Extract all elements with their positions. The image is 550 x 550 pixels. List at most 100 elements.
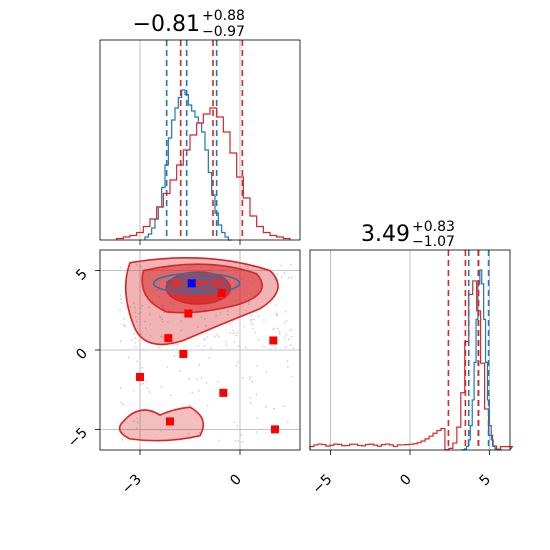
joint-scatter-dot bbox=[219, 311, 222, 314]
joint-scatter-dot bbox=[284, 310, 287, 313]
joint-scatter-dot bbox=[265, 371, 268, 373]
red-marker bbox=[166, 417, 174, 426]
joint-scatter-dot bbox=[119, 386, 122, 389]
joint-scatter-dot bbox=[198, 363, 201, 366]
joint-grid bbox=[100, 250, 300, 450]
joint-scatter-dot bbox=[215, 315, 217, 317]
joint-scatter-dot bbox=[133, 332, 136, 335]
joint-scatter-dot bbox=[161, 336, 163, 338]
joint-scatter-dot bbox=[121, 439, 124, 441]
joint-scatter-dot bbox=[204, 339, 206, 341]
joint-scatter-dot bbox=[235, 364, 238, 367]
joint-scatter-dot bbox=[244, 346, 247, 349]
red-marker bbox=[184, 309, 193, 318]
marginal-y-tick-label: 5 bbox=[477, 472, 495, 490]
joint-scatter-dot bbox=[206, 336, 208, 339]
joint-scatter-dot bbox=[236, 331, 239, 334]
marginal-y-tick-label: −5 bbox=[310, 472, 336, 498]
joint-scatter-dot bbox=[179, 329, 182, 332]
joint-scatter-dot bbox=[225, 344, 228, 347]
joint-scatter-dot bbox=[160, 429, 162, 432]
joint-scatter-dot bbox=[290, 335, 293, 338]
joint-scatter-dot bbox=[233, 421, 236, 423]
joint-scatter-dot bbox=[249, 401, 252, 404]
joint-scatter-dot bbox=[136, 360, 138, 363]
joint-scatter-dot bbox=[276, 327, 279, 330]
joint-scatter-dot bbox=[290, 276, 293, 279]
joint-scatter-dot bbox=[122, 403, 124, 406]
joint-scatter-dot bbox=[286, 360, 289, 362]
title-y: 3.49 +0.83 −1.07 bbox=[361, 219, 455, 250]
joint-scatter-dot bbox=[289, 344, 292, 346]
joint-scatter-dot bbox=[169, 394, 172, 397]
joint-scatter-dot bbox=[249, 397, 251, 400]
joint-scatter-dot bbox=[287, 277, 290, 279]
joint-scatter-dot bbox=[241, 440, 244, 443]
joint-scatter-dot bbox=[255, 431, 258, 433]
joint-scatter-dot bbox=[142, 349, 145, 351]
joint-scatter-dot bbox=[134, 311, 137, 314]
joint-scatter-dot bbox=[249, 376, 251, 378]
joint-scatter-dot bbox=[200, 377, 203, 379]
marginal-y-histograms bbox=[309, 250, 514, 451]
title-y-sup: +0.83 bbox=[412, 219, 455, 235]
joint-scatter-dot bbox=[131, 339, 133, 341]
joint-scatter-dot bbox=[142, 382, 144, 385]
joint-scatter-dot bbox=[227, 313, 229, 316]
blue-contour-outer bbox=[152, 272, 241, 295]
joint-scatter-dot bbox=[276, 273, 278, 276]
joint-scatter-dot bbox=[144, 327, 147, 329]
joint-markers bbox=[136, 279, 279, 434]
joint-scatter-dot bbox=[249, 319, 252, 321]
joint-scatter-dot bbox=[119, 295, 122, 297]
joint-scatter-dot bbox=[252, 328, 254, 330]
joint-scatter-dot bbox=[291, 375, 294, 378]
joint-scatter-dot bbox=[129, 305, 131, 308]
joint-scatter-dot bbox=[158, 315, 161, 318]
joint-scatter-dot bbox=[161, 320, 164, 323]
joint-scatter-dot bbox=[234, 439, 237, 442]
joint-scatter-dot bbox=[287, 366, 289, 368]
joint-x-tick-label: 0 bbox=[227, 472, 245, 490]
joint-scatter-dot bbox=[246, 265, 249, 268]
joint-scatter-dot bbox=[255, 365, 258, 367]
joint-scatter-dot bbox=[148, 391, 151, 393]
joint-scatter-dot bbox=[138, 340, 141, 342]
joint-scatter-dot bbox=[149, 313, 151, 316]
joint-scatter-dot bbox=[127, 356, 130, 359]
joint-scatter-dot bbox=[166, 366, 168, 368]
joint-scatter-dot bbox=[159, 335, 162, 338]
joint-y-tick-label: 5 bbox=[73, 266, 91, 284]
joint-scatter-dot bbox=[228, 323, 231, 325]
joint-scatter-dot bbox=[119, 309, 121, 311]
joint-panel: −3 0 5 0 −5 bbox=[65, 249, 301, 497]
marginal-x-histograms bbox=[116, 40, 291, 245]
joint-scatter-dot bbox=[233, 341, 236, 343]
joint-scatter-dot bbox=[132, 389, 135, 392]
joint-scatter-dot bbox=[290, 328, 292, 331]
joint-scatter-dot bbox=[254, 331, 257, 334]
joint-scatter-dot bbox=[200, 316, 203, 318]
joint-scatter-dot bbox=[135, 320, 138, 323]
marginal-y-tick-label: 0 bbox=[397, 472, 415, 490]
red-histogram-x bbox=[116, 107, 291, 240]
joint-scatter-dot bbox=[149, 323, 152, 325]
joint-scatter-dot bbox=[163, 311, 166, 314]
joint-scatter-dot bbox=[179, 320, 182, 322]
joint-scatter-dot bbox=[136, 421, 139, 424]
joint-scatter-dot bbox=[173, 355, 176, 357]
joint-scatter-dot bbox=[148, 306, 150, 309]
joint-scatter-dot bbox=[251, 323, 254, 326]
joint-scatter-dot bbox=[218, 439, 220, 442]
joint-scatter-dot bbox=[249, 378, 252, 380]
title-y-main: 3.49 bbox=[361, 222, 410, 247]
joint-y-tick-label: 0 bbox=[73, 346, 91, 364]
joint-scatter-dot bbox=[283, 336, 286, 339]
joint-scatter-dot bbox=[145, 380, 148, 382]
joint-scatter-dot bbox=[198, 389, 200, 392]
blue-contour-mid bbox=[165, 275, 228, 292]
joint-scatter-dot bbox=[285, 333, 288, 336]
joint-scatter-dot bbox=[237, 361, 239, 363]
joint-scatter-dot bbox=[240, 433, 243, 436]
